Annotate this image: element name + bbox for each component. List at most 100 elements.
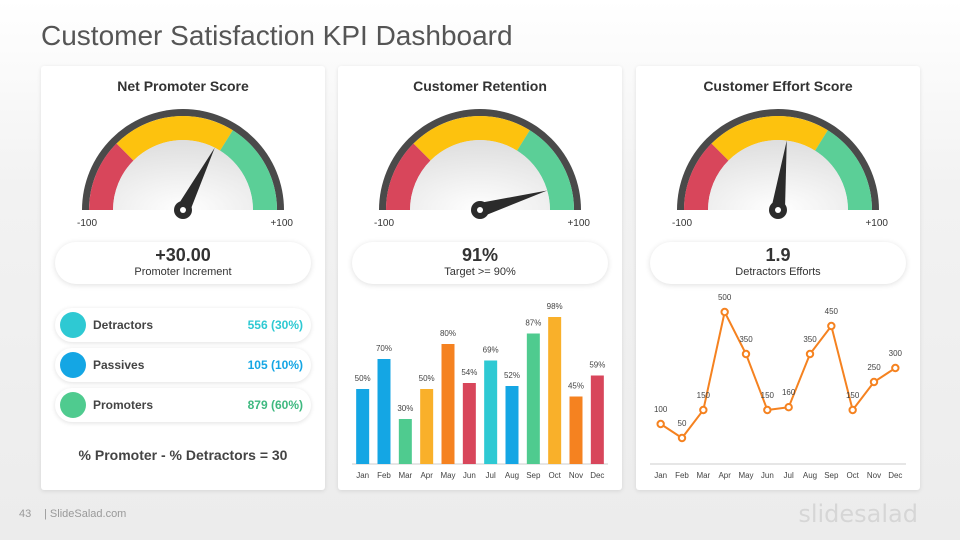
bar-apr — [420, 389, 434, 464]
gauge-max-label: +100 — [865, 218, 888, 229]
line-x-tick: May — [738, 471, 753, 480]
line-data-label: 500 — [718, 293, 732, 302]
line-point-apr — [720, 307, 729, 317]
gauge-inner-face — [410, 140, 550, 210]
nps-value-label: Promoter Increment — [134, 266, 232, 278]
bar-data-label: 52% — [504, 371, 520, 380]
nps-card: Net Promoter Score -100 +100 +30.00 Prom… — [41, 66, 325, 490]
line-series — [660, 309, 896, 440]
gauge-yellow-band — [413, 116, 530, 161]
gauge-red-band — [89, 143, 134, 210]
effort-value: 1.9 — [765, 245, 791, 265]
line-data-label: 150 — [697, 391, 711, 400]
gauge-green-band — [220, 130, 277, 210]
line-x-tick: Mar — [696, 471, 710, 480]
card-title-effort: Customer Effort Score — [703, 78, 853, 94]
bar-x-tick: Jun — [463, 471, 476, 480]
legend-label: Detractors — [93, 318, 154, 332]
retention-bar-chart: 50% Jan 70% Feb 30% Mar 50% Apr 80% May 54% Jun 69% J… — [352, 302, 608, 480]
line-point-jul — [784, 403, 793, 412]
line-x-tick: Apr — [718, 471, 731, 480]
legend-label: Passives — [93, 358, 145, 372]
effort-value-pill: 1.9 Detractors Efforts — [650, 242, 906, 284]
bar-data-label: 50% — [355, 374, 371, 383]
line-x-tick: Aug — [803, 471, 817, 480]
slide-title: Customer Satisfaction KPI Dashboard — [41, 20, 513, 51]
effort-gauge — [677, 109, 879, 219]
legend-value: 879 (60%) — [247, 398, 303, 412]
bar-feb — [377, 359, 391, 464]
page-number: 43 — [19, 508, 32, 520]
bar-data-label: 30% — [397, 404, 413, 413]
bar-data-label: 87% — [525, 319, 541, 328]
line-point-dec — [891, 363, 900, 373]
gauge-min-label: -100 — [77, 218, 98, 229]
line-data-label: 100 — [654, 405, 668, 414]
gauge-needle — [771, 140, 787, 211]
line-x-tick: Nov — [867, 471, 881, 480]
line-data-label: 160 — [782, 388, 796, 397]
gauge-green-band — [815, 130, 872, 210]
line-x-tick: Dec — [888, 471, 902, 480]
legend-row-detractors: Detractors 556 (30%) — [55, 308, 311, 342]
line-data-label: 350 — [739, 335, 753, 344]
line-point-nov — [869, 377, 879, 387]
line-data-label: 150 — [846, 391, 860, 400]
retention-gauge — [379, 109, 581, 219]
promoters-dot — [60, 392, 86, 418]
line-x-tick: Jun — [761, 471, 774, 480]
line-point-jun — [763, 405, 772, 415]
footer-site: | SlideSalad.com — [44, 508, 127, 520]
line-data-label: 450 — [825, 307, 839, 316]
nps-value: +30.00 — [155, 245, 211, 265]
bar-data-label: 59% — [589, 361, 605, 370]
bar-data-label: 54% — [461, 368, 477, 377]
line-x-tick: Sep — [824, 471, 839, 480]
card-title-retention: Customer Retention — [413, 78, 547, 94]
detractors-dot — [60, 312, 86, 338]
gauge-yellow-band — [116, 116, 233, 161]
passives-dot — [60, 352, 86, 378]
gauge-max-label: +100 — [270, 218, 293, 229]
legend-value: 105 (10%) — [247, 358, 303, 372]
line-data-label: 150 — [761, 391, 775, 400]
bar-jan — [356, 389, 370, 464]
retention-value: 91% — [461, 245, 499, 265]
gauge-hub-center — [775, 207, 781, 213]
bar-x-tick: Feb — [377, 471, 391, 480]
gauge-red-band — [684, 143, 729, 210]
gauge-max-label: +100 — [567, 218, 590, 229]
effort-card: Customer Effort Score -100 +100 1.9 Detr… — [636, 66, 920, 490]
bar-x-tick: Mar — [398, 471, 412, 480]
gauge-green-band — [517, 130, 574, 210]
gauge-needle — [478, 190, 548, 217]
gauge-hub-center — [477, 207, 483, 213]
retention-card: Customer Retention -100 +100 91% Target … — [338, 66, 622, 490]
bar-data-label: 45% — [568, 382, 584, 391]
gauge-inner-face — [708, 140, 848, 210]
line-point-jan — [656, 419, 665, 429]
brand-logo: slidesalad — [798, 500, 918, 528]
legend-row-passives: Passives 105 (10%) — [55, 348, 311, 382]
nps-gauge — [82, 109, 284, 219]
line-point-may — [741, 349, 751, 359]
bar-x-tick: Jul — [486, 471, 496, 480]
retention-value-label: Target >= 90% — [444, 266, 516, 278]
bar-x-tick: Nov — [569, 471, 583, 480]
gauge-min-label: -100 — [672, 218, 693, 229]
bar-sep — [526, 333, 540, 464]
legend-value: 556 (30%) — [247, 318, 303, 332]
bar-jun — [462, 383, 476, 464]
legend-label: Promoters — [93, 398, 154, 412]
bar-data-label: 80% — [440, 329, 456, 338]
line-data-label: 350 — [803, 335, 817, 344]
bar-x-tick: Dec — [590, 471, 604, 480]
line-point-mar — [699, 405, 708, 415]
retention-value-pill: 91% Target >= 90% — [352, 242, 608, 284]
bar-x-tick: Apr — [420, 471, 433, 480]
bar-data-label: 70% — [376, 344, 392, 353]
line-point-feb — [677, 433, 687, 443]
line-data-label: 250 — [867, 363, 881, 372]
nps-formula: % Promoter - % Detractors = 30 — [78, 447, 288, 463]
effort-value-label: Detractors Efforts — [735, 266, 821, 278]
